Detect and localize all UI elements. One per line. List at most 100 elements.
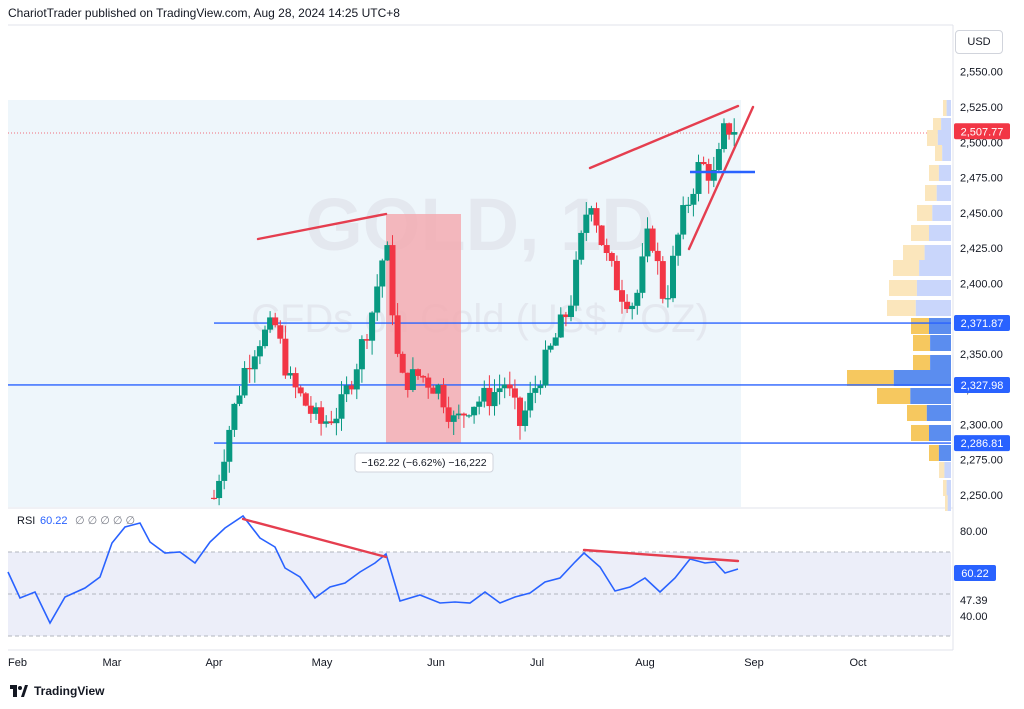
time-tick-label: Mar <box>103 657 122 669</box>
candle-body <box>522 410 529 426</box>
vp-bar-up <box>939 462 945 478</box>
price-tick-label: 2,250.00 <box>960 490 1003 502</box>
candle-body <box>415 369 421 376</box>
level-tag <box>954 435 1010 452</box>
vp-bar-up <box>929 445 939 461</box>
time-tick-label: Apr <box>205 657 222 669</box>
vp-bar-up <box>847 370 894 386</box>
vp-bar-down <box>915 300 951 316</box>
rsi-axis[interactable]: 80.00 47.39 40.00 60.22 <box>954 526 996 623</box>
candle-body <box>384 245 391 261</box>
price-axis[interactable]: 2,550.00 2,525.00 2,500.00 2,475.00 2,450.00… <box>954 67 1010 502</box>
price-tick-label: 2,350.00 <box>960 349 1003 361</box>
candle-body <box>476 401 483 407</box>
vp-bar-up <box>945 495 948 511</box>
vp-bar-up <box>935 145 943 161</box>
price-tick-label: 2,475.00 <box>960 173 1003 185</box>
vp-bar-down <box>910 388 951 404</box>
vp-bar-up <box>907 405 927 421</box>
candle-body <box>664 298 671 300</box>
candle-body <box>246 367 253 370</box>
rsi-params: ∅ ∅ ∅ ∅ ∅ <box>75 515 135 527</box>
candle-body <box>348 385 355 390</box>
vp-bar-up <box>913 335 931 351</box>
candle-body <box>659 261 666 299</box>
vp-bar-up <box>943 100 947 116</box>
price-tick-label: 2,550.00 <box>960 67 1003 79</box>
candle-body <box>644 228 651 257</box>
candle-body <box>440 384 447 408</box>
candle-body <box>404 372 411 390</box>
candle-body <box>241 367 248 396</box>
candle-body <box>256 346 263 357</box>
rsi-tick-label: 80.00 <box>960 526 988 538</box>
candle-body <box>267 317 274 330</box>
candle-body <box>323 421 330 424</box>
vp-bar-down <box>893 370 951 386</box>
price-tick-label: 2,425.00 <box>960 243 1003 255</box>
price-tick-label: 2,300.00 <box>960 419 1003 431</box>
candle-body <box>613 260 620 291</box>
candle-body <box>629 305 636 310</box>
candle-body <box>501 384 508 389</box>
candle-body <box>654 250 661 262</box>
candle-body <box>409 369 416 390</box>
currency-button[interactable]: USD <box>955 30 1003 54</box>
candle-body <box>700 162 707 165</box>
vp-bar-up <box>903 245 925 261</box>
candle-body <box>333 418 340 424</box>
candle-body <box>496 388 503 393</box>
candle-body <box>542 349 549 386</box>
price-tick-label: 2,275.00 <box>960 455 1003 467</box>
candle-body <box>532 388 539 393</box>
rsi-series <box>7 514 739 625</box>
candle-body <box>343 385 350 395</box>
candle-body <box>527 392 534 411</box>
trendlines <box>241 104 755 563</box>
candle-body <box>593 208 600 226</box>
vp-bar-down <box>919 260 951 276</box>
candle-body <box>460 413 467 416</box>
candle-body <box>685 204 692 206</box>
candle-body <box>226 429 233 462</box>
vp-bar-up <box>911 225 929 241</box>
vp-bar-down <box>942 145 951 161</box>
time-tick-label: May <box>312 657 333 669</box>
volume-profile <box>847 100 951 511</box>
candle-body <box>211 497 217 500</box>
trendline-jul-aug <box>588 104 740 170</box>
candle-body <box>313 407 319 414</box>
candle-body <box>389 245 396 316</box>
watermark-symbol: GOLD, 1D <box>305 183 654 266</box>
candle-body <box>430 387 437 394</box>
vp-bar-down <box>944 462 951 478</box>
candle-body <box>282 338 289 376</box>
trendline-wedge-support <box>687 105 755 251</box>
vp-bar-down <box>946 100 951 116</box>
time-axis[interactable]: Feb Mar Apr May Jun Jul Aug Sep Oct <box>8 657 867 669</box>
candle-body <box>675 234 682 256</box>
candle-body <box>251 356 258 370</box>
level-tag <box>954 376 1010 393</box>
candle-body <box>598 225 605 246</box>
vp-bar-down <box>929 318 951 334</box>
price-tick-label: 2,525.00 <box>960 102 1003 114</box>
time-tick-label: Sep <box>744 657 764 669</box>
rsi-title: RSI <box>17 515 35 527</box>
rsi-value-tag <box>954 565 996 581</box>
vp-bar-down <box>916 280 951 296</box>
price-tick-label: 2,400.00 <box>960 278 1003 290</box>
candle-body <box>557 314 564 338</box>
vp-bar-down <box>941 118 951 134</box>
candle-body <box>588 208 595 215</box>
brand: TradingView <box>10 684 104 698</box>
vp-bar-up <box>933 118 942 134</box>
vp-bar-up <box>927 130 938 146</box>
candle-body <box>506 384 513 389</box>
candle-body <box>420 375 427 378</box>
candle-body <box>358 339 365 370</box>
candle-body <box>425 377 432 388</box>
candle-body <box>374 286 381 313</box>
candle-body <box>619 290 625 302</box>
